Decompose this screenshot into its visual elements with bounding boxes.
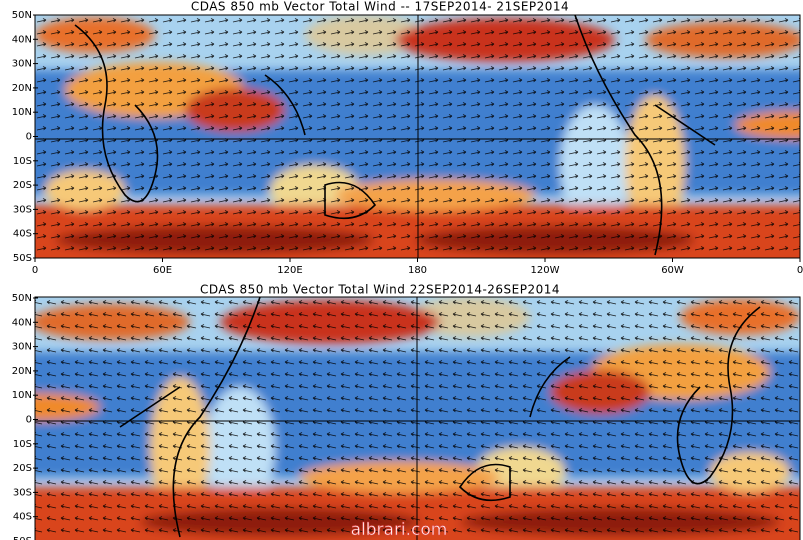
lat-label: 40S <box>13 229 32 240</box>
lat-label: 30S <box>13 487 32 498</box>
lon-label: 180 <box>408 265 427 276</box>
lon-label: 60W <box>661 265 684 276</box>
watermark: albrari.com <box>351 520 448 540</box>
lon-label: 120W <box>531 265 560 276</box>
lat-label: 0 <box>26 132 32 143</box>
labels: CDAS 850 mb Vector Total Wind -- 17SEP20… <box>12 0 803 540</box>
lat-label: 40S <box>13 512 32 523</box>
lat-label: 10S <box>13 156 32 167</box>
map-panel-1 <box>15 15 803 275</box>
lat-label: 20N <box>12 366 32 377</box>
lon-label: 0 <box>797 265 803 276</box>
lat-label: 30N <box>12 342 32 353</box>
lat-label: 20N <box>12 83 32 94</box>
lat-label: 10N <box>12 107 32 118</box>
lat-label: 30S <box>13 204 32 215</box>
lat-label: 40N <box>12 317 32 328</box>
lat-label: 50S <box>13 253 32 264</box>
lat-label: 0 <box>26 415 32 426</box>
lat-label: 30N <box>12 59 32 70</box>
lat-label: 40N <box>12 34 32 45</box>
map-panel-2 <box>0 297 803 540</box>
lon-label: 120E <box>277 265 302 276</box>
lat-label: 50N <box>12 293 32 304</box>
lat-label: 50N <box>12 10 32 21</box>
panel-title: CDAS 850 mb Vector Total Wind 22SEP2014-… <box>200 283 560 297</box>
lat-label: 20S <box>13 180 32 191</box>
lat-label: 50S <box>13 536 32 540</box>
lon-label: 60E <box>153 265 172 276</box>
lat-label: 10S <box>13 439 32 450</box>
lon-label: 0 <box>32 265 38 276</box>
lat-label: 10N <box>12 390 32 401</box>
panel-title: CDAS 850 mb Vector Total Wind -- 17SEP20… <box>191 0 569 14</box>
lat-label: 20S <box>13 463 32 474</box>
map-frame <box>34 296 801 540</box>
